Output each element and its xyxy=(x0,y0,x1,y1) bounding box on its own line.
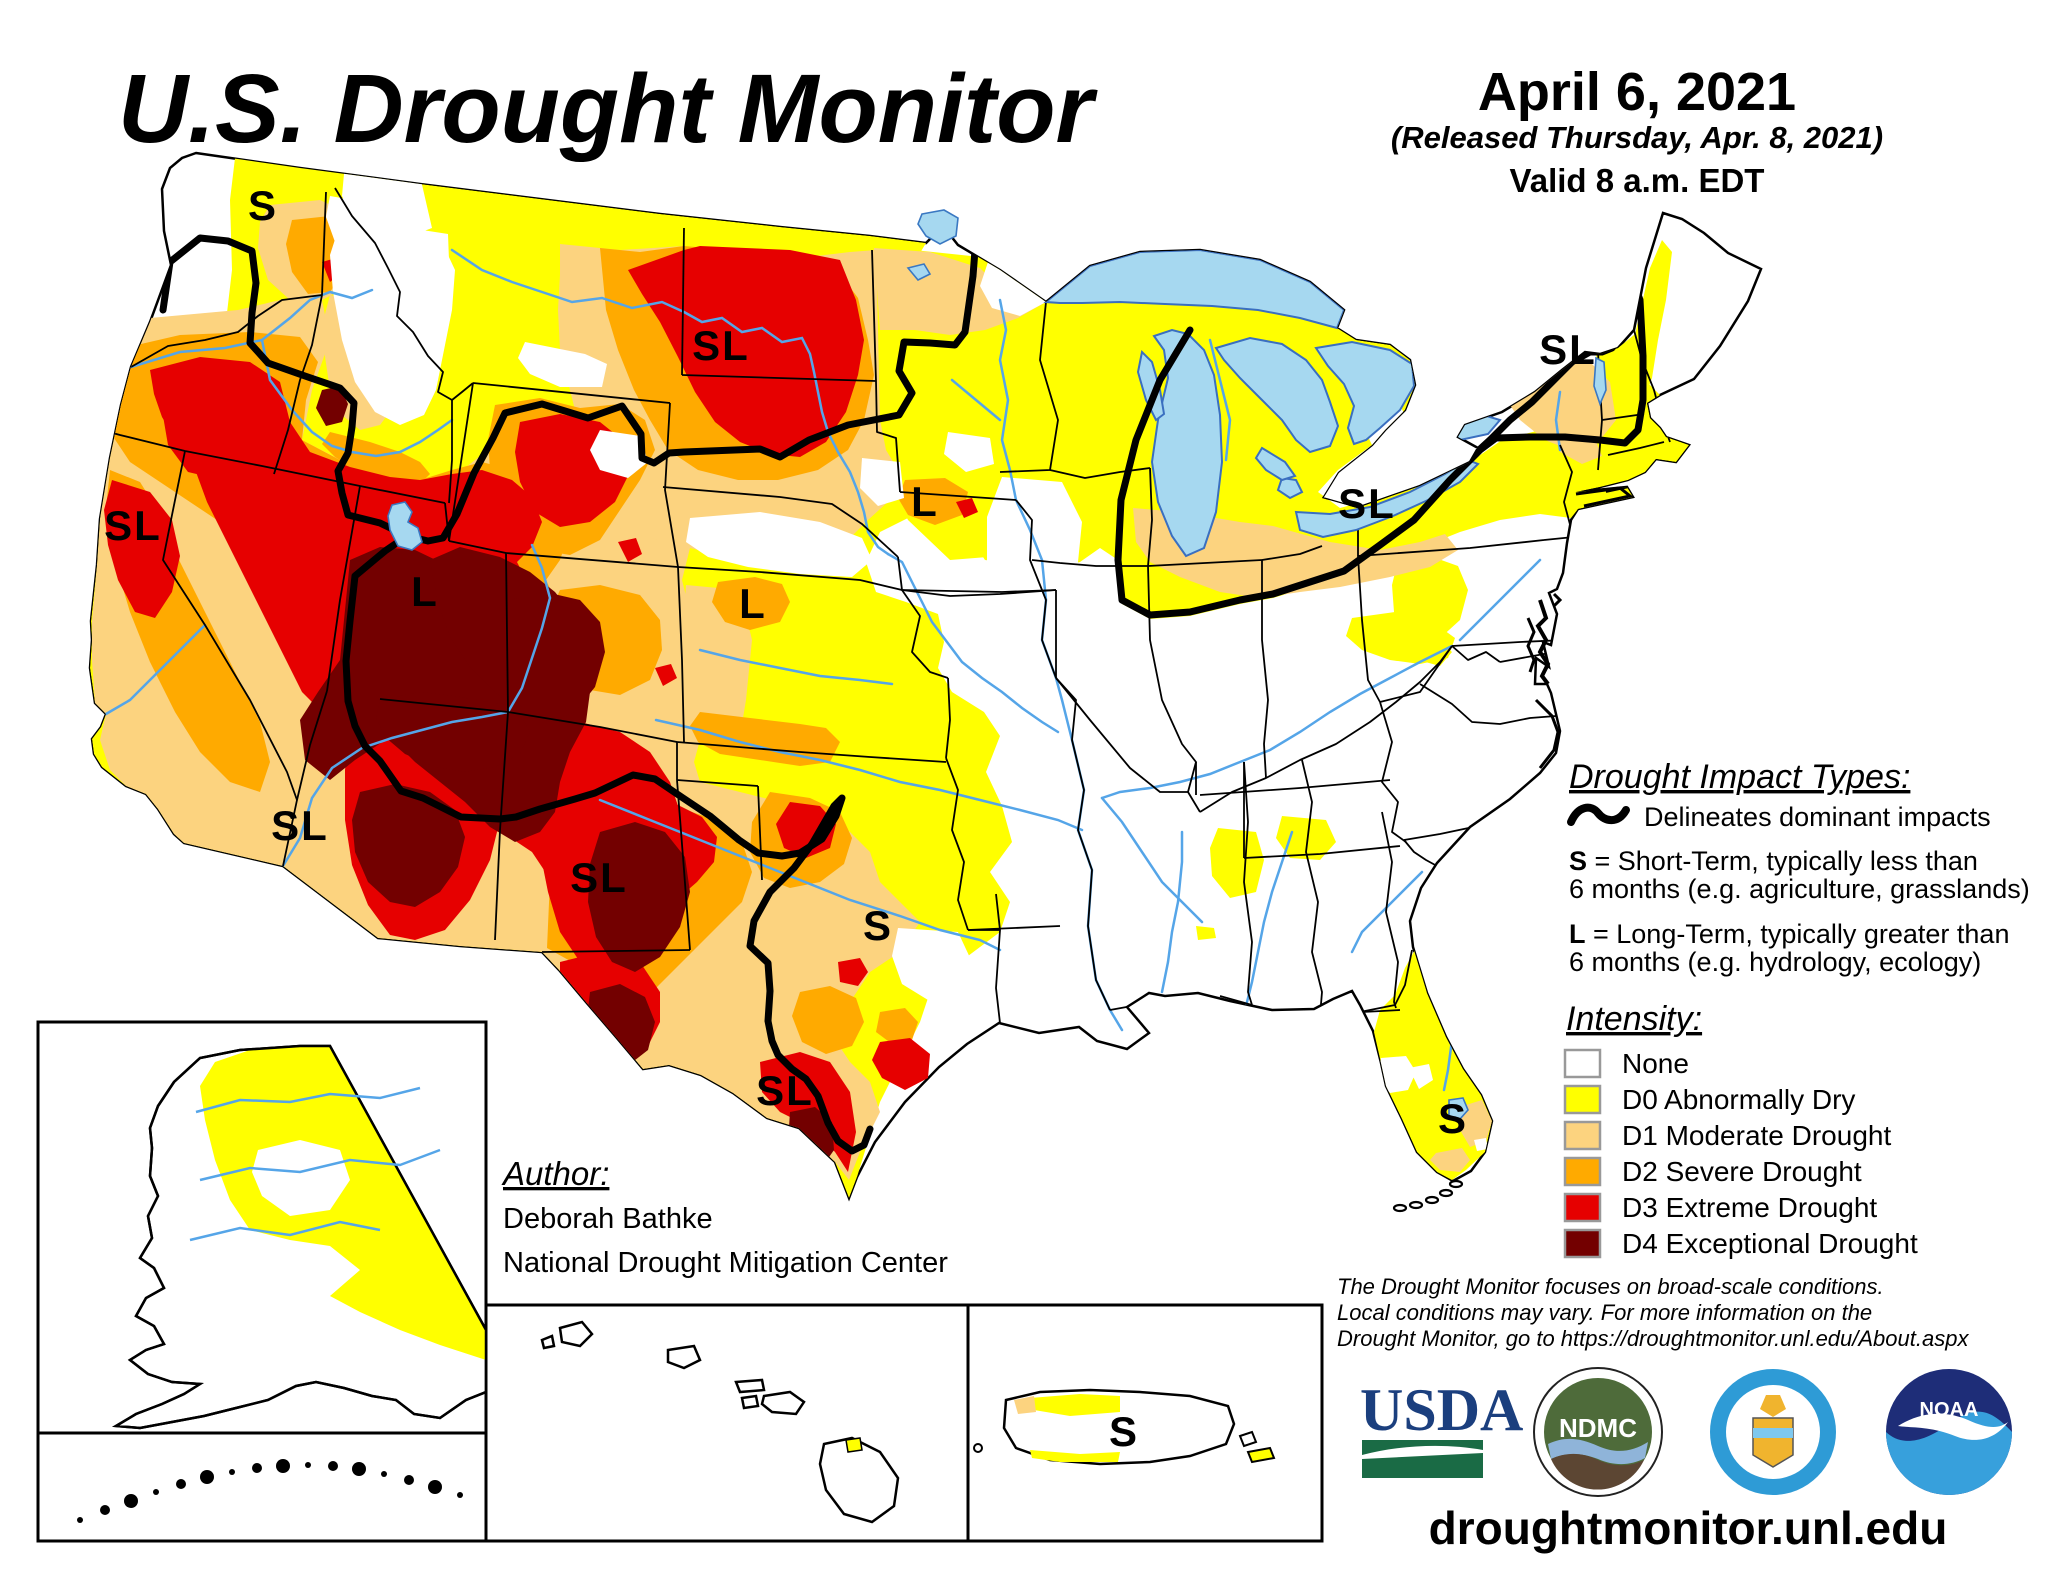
svg-text:6 months (e.g. agriculture, gr: 6 months (e.g. agriculture, grasslands) xyxy=(1569,874,2030,904)
svg-text:D2 Severe Drought: D2 Severe Drought xyxy=(1622,1156,1862,1187)
svg-text:NDMC: NDMC xyxy=(1559,1413,1637,1443)
svg-text:(Released Thursday, Apr. 8, 20: (Released Thursday, Apr. 8, 2021) xyxy=(1391,120,1883,155)
svg-text:D1 Moderate Drought: D1 Moderate Drought xyxy=(1622,1120,1891,1151)
svg-text:SL: SL xyxy=(104,502,162,549)
svg-text:D3 Extreme Drought: D3 Extreme Drought xyxy=(1622,1192,1877,1223)
svg-text:6 months (e.g. hydrology, ecol: 6 months (e.g. hydrology, ecology) xyxy=(1569,947,1981,977)
svg-text:SL: SL xyxy=(692,322,750,369)
svg-text:S: S xyxy=(1109,1408,1137,1455)
svg-text:S: S xyxy=(863,902,893,949)
svg-text:L: L xyxy=(411,568,439,615)
svg-text:SL: SL xyxy=(1338,480,1396,527)
svg-text:Intensity:: Intensity: xyxy=(1566,1000,1702,1038)
svg-text:L: L xyxy=(911,478,939,525)
svg-text:SL: SL xyxy=(271,802,329,849)
svg-text:U.S. Drought Monitor: U.S. Drought Monitor xyxy=(118,54,1098,163)
svg-text:D0 Abnormally Dry: D0 Abnormally Dry xyxy=(1622,1084,1855,1115)
svg-text:Local conditions may vary. For: Local conditions may vary. For more info… xyxy=(1337,1300,1872,1325)
svg-text:S: S xyxy=(248,182,278,229)
svg-text:L: L xyxy=(739,580,767,627)
svg-text:Drought Monitor, go to https:/: Drought Monitor, go to https://droughtmo… xyxy=(1337,1326,1969,1351)
svg-text:Deborah Bathke: Deborah Bathke xyxy=(503,1203,713,1235)
svg-text:The Drought Monitor focuses on: The Drought Monitor focuses on broad-sca… xyxy=(1337,1274,1884,1299)
svg-text:Valid 8 a.m. EDT: Valid 8 a.m. EDT xyxy=(1510,162,1765,199)
svg-text:None: None xyxy=(1622,1048,1689,1079)
svg-text:Drought Impact Types:: Drought Impact Types: xyxy=(1569,758,1910,796)
svg-text:SL: SL xyxy=(756,1067,814,1114)
svg-text:NOAA: NOAA xyxy=(1920,1399,1979,1421)
svg-text:National Drought Mitigation Ce: National Drought Mitigation Center xyxy=(503,1247,948,1279)
svg-text:Author:: Author: xyxy=(501,1155,609,1192)
svg-text:droughtmonitor.unl.edu: droughtmonitor.unl.edu xyxy=(1429,1502,1948,1554)
svg-text:D4 Exceptional Drought: D4 Exceptional Drought xyxy=(1622,1228,1918,1259)
svg-text:Delineates dominant impacts: Delineates dominant impacts xyxy=(1644,802,1991,832)
svg-text:L = Long-Term, typically great: L = Long-Term, typically greater than xyxy=(1569,919,2009,949)
svg-text:SL: SL xyxy=(570,854,628,901)
svg-text:USDA: USDA xyxy=(1360,1377,1523,1443)
svg-text:S: S xyxy=(1438,1095,1468,1142)
svg-text:SL: SL xyxy=(1539,326,1597,373)
svg-text:S = Short-Term, typically less: S = Short-Term, typically less than xyxy=(1569,846,1978,876)
svg-text:April 6, 2021: April 6, 2021 xyxy=(1478,62,1796,122)
